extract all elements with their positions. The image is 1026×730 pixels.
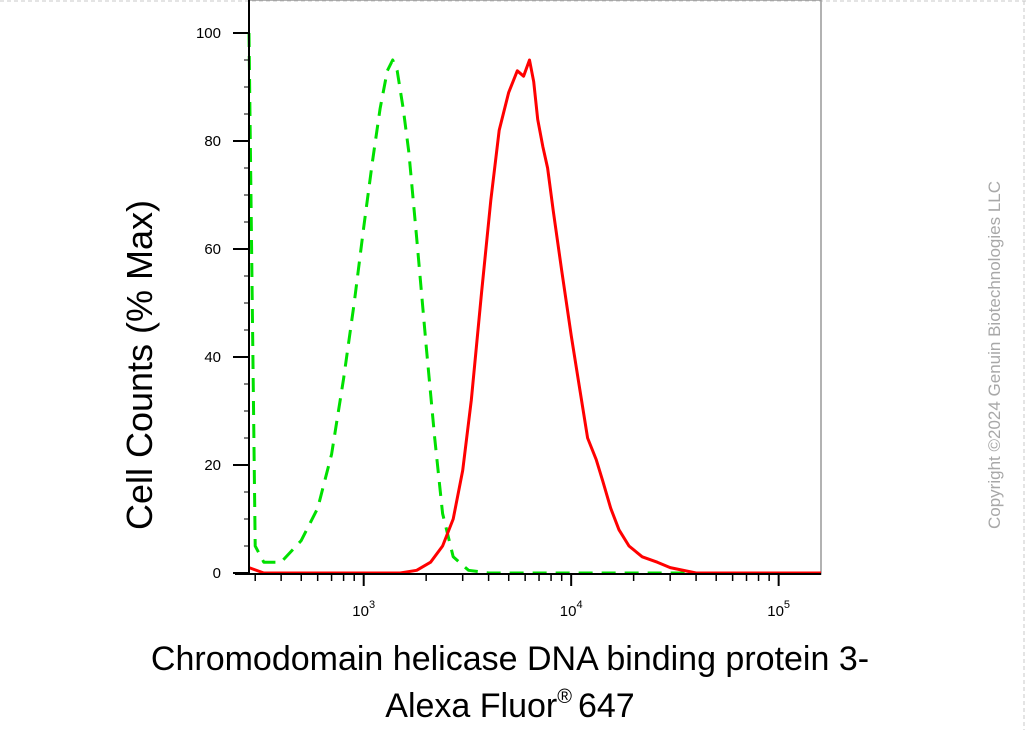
series-layer xyxy=(247,32,821,575)
y-tick-label: 60 xyxy=(204,241,221,258)
x-tick-exponent: 4 xyxy=(576,599,582,611)
x-axis-label-line1: Chromodomain helicase DNA binding protei… xyxy=(151,640,869,678)
x-tick-label: 105 xyxy=(767,599,790,620)
x-axis-label-line2-suffix: 647 xyxy=(578,687,635,725)
x-tick-exponent: 3 xyxy=(369,599,375,611)
y-tick-label: 0 xyxy=(213,565,221,582)
x-axis-label-line2-text: Alexa Fluor xyxy=(385,687,557,725)
y-tick-label: 80 xyxy=(204,133,221,150)
copyright-watermark: Copyright ©2024 Genuin Biotechnologies L… xyxy=(985,181,1004,529)
y-axis-label: Cell Counts (% Max) xyxy=(119,200,160,530)
series-1-line xyxy=(247,32,821,575)
x-tick-label: 103 xyxy=(352,599,375,620)
x-tick-base: 10 xyxy=(560,603,577,620)
x-axis-label-line2: Alexa Fluor® 647 xyxy=(385,686,634,725)
y-tick-label: 20 xyxy=(204,457,221,474)
x-tick-exponent: 5 xyxy=(784,599,790,611)
x-tick-base: 10 xyxy=(352,603,369,620)
y-tick-label: 100 xyxy=(196,25,221,42)
series-2-line xyxy=(248,58,821,575)
registered-mark: ® xyxy=(557,686,572,708)
y-tick-label: 40 xyxy=(204,349,221,366)
x-tick-label: 104 xyxy=(560,599,583,620)
x-tick-base: 10 xyxy=(767,603,784,620)
